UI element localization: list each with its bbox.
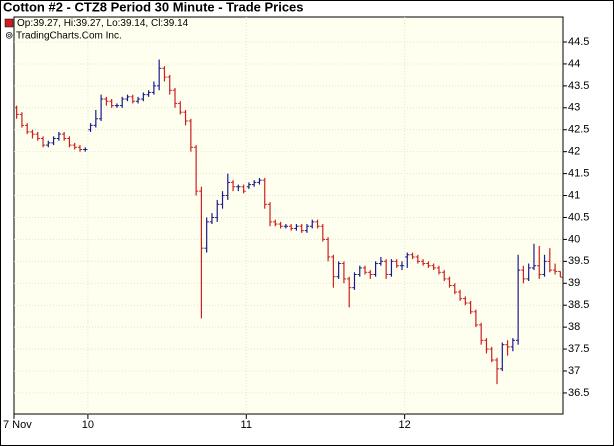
legend-swatch [4,18,14,28]
x-tick-label: 12 [399,419,411,431]
y-tick-label: 44 [568,58,580,70]
legend-text: Op:39.27, Hi:39.27, Lo:39.14, Cl:39.14 [17,18,189,29]
y-tick-label: 39.5 [568,255,589,267]
y-tick-label: 38.5 [568,299,589,311]
y-tick-label: 43 [568,102,580,114]
chart-title: Cotton #2 - CTZ8 Period 30 Minute - Trad… [3,0,304,14]
y-tick-label: 42.5 [568,124,589,136]
x-tick-label: 11 [241,419,252,431]
source: ⊚ TradingCharts.Com Inc. [5,31,122,42]
y-tick-label: 37 [568,365,580,377]
y-tick-label: 41.5 [568,168,589,180]
y-tick-label: 37.5 [568,343,589,355]
y-tick-label: 40.5 [568,211,589,223]
y-tick-label: 39 [568,277,580,289]
plot-area [13,16,564,415]
y-tick-label: 41 [568,189,580,201]
x-tick-label: 7 Nov [3,419,32,431]
y-tick-label: 40 [568,233,580,245]
y-tick-label: 36.5 [568,387,589,399]
y-tick-label: 38 [568,321,580,333]
y-tick-label: 42 [568,146,580,158]
x-tick-label: 10 [82,419,94,431]
y-tick-label: 44.5 [568,36,589,48]
y-tick-label: 43.5 [568,80,589,92]
